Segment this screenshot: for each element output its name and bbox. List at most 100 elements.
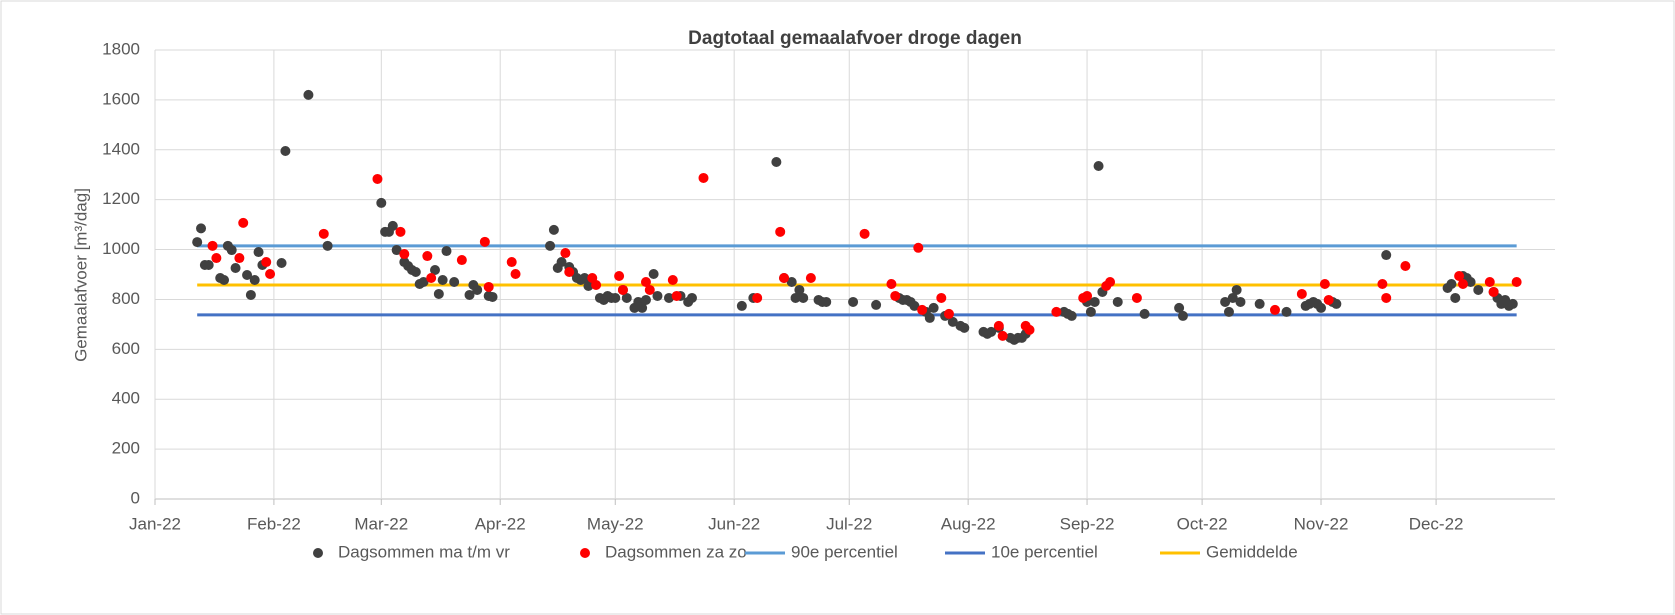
data-point [1331, 298, 1342, 309]
data-point [472, 284, 483, 295]
data-point [1381, 250, 1392, 261]
data-point [234, 253, 245, 264]
data-point [1227, 292, 1238, 303]
data-point [917, 304, 928, 315]
data-point [775, 226, 786, 237]
data-point [617, 284, 628, 295]
data-point [238, 217, 249, 228]
data-point [1323, 294, 1334, 305]
data-point [280, 146, 291, 157]
data-point [1051, 306, 1062, 317]
data-point [464, 289, 475, 300]
data-point [779, 272, 790, 283]
data-point [545, 240, 556, 251]
legend-swatch [580, 548, 590, 558]
data-point [1400, 261, 1411, 272]
data-point [848, 296, 859, 307]
data-point [909, 300, 920, 311]
data-point [1319, 278, 1330, 289]
data-point [230, 263, 241, 274]
data-point [391, 245, 402, 256]
data-point [610, 292, 621, 303]
x-tick-label: May-22 [587, 514, 644, 533]
data-point [506, 257, 517, 268]
data-point [591, 279, 602, 290]
data-point [1484, 276, 1495, 287]
data-point [947, 316, 958, 327]
data-point [648, 269, 659, 280]
legend-label: 10e percentiel [991, 542, 1098, 561]
data-point [203, 260, 214, 271]
data-point [821, 296, 832, 307]
data-point [614, 270, 625, 281]
data-point [211, 253, 222, 264]
data-point [487, 291, 498, 302]
data-point [1112, 296, 1123, 307]
data-point [1220, 296, 1231, 307]
data-point [395, 226, 406, 237]
data-point [265, 269, 276, 280]
data-point [621, 292, 632, 303]
data-point [560, 248, 571, 259]
data-point [1316, 302, 1327, 313]
data-point [1174, 302, 1185, 313]
data-point [192, 237, 203, 248]
data-point [548, 224, 559, 235]
y-tick-label: 800 [112, 289, 140, 308]
data-point [1507, 298, 1518, 309]
data-point [667, 274, 678, 285]
data-point [1488, 286, 1499, 297]
data-point [871, 299, 882, 310]
data-point [1454, 270, 1465, 281]
data-point [1139, 308, 1150, 319]
data-point [1465, 276, 1476, 287]
legend-swatch [313, 548, 323, 558]
data-point [1235, 296, 1246, 307]
data-point [318, 228, 329, 239]
data-point [483, 281, 494, 292]
x-tick-label: Dec-22 [1409, 514, 1464, 533]
x-tick-label: Apr-22 [475, 514, 526, 533]
data-point [261, 257, 272, 268]
data-point [1231, 284, 1242, 295]
data-point [322, 240, 333, 251]
data-point [556, 257, 567, 268]
x-tick-label: Jun-22 [708, 514, 760, 533]
data-point [437, 274, 448, 285]
y-tick-label: 1200 [102, 189, 140, 208]
x-tick-label: Feb-22 [247, 514, 301, 533]
y-tick-label: 600 [112, 339, 140, 358]
x-tick-label: Nov-22 [1294, 514, 1349, 533]
data-point [583, 280, 594, 291]
data-point [805, 272, 816, 283]
data-point [671, 290, 682, 301]
data-point [579, 272, 590, 283]
y-axis-label: Gemaalafvoer [m³/dag] [71, 188, 90, 362]
data-point [418, 276, 429, 287]
chart-title: Dagtotaal gemaalafvoer droge dagen [688, 28, 1022, 49]
data-point [253, 247, 264, 258]
data-point [1270, 304, 1280, 315]
data-point [936, 292, 947, 303]
data-point [752, 292, 763, 303]
data-point [1511, 276, 1522, 287]
data-point [276, 258, 287, 269]
data-point [1093, 160, 1104, 171]
data-point [1131, 292, 1142, 303]
data-point [1457, 278, 1468, 289]
data-point [1446, 278, 1457, 289]
y-tick-label: 1400 [102, 139, 140, 158]
data-point [242, 269, 253, 280]
data-point [640, 294, 651, 305]
data-point [986, 326, 997, 337]
data-point [1223, 306, 1234, 317]
data-point [456, 255, 467, 266]
data-point [637, 302, 648, 313]
legend-label: Dagsommen ma t/m vr [338, 542, 510, 561]
x-tick-label: Mar-22 [354, 514, 408, 533]
data-point [441, 246, 452, 257]
y-tick-label: 1600 [102, 89, 140, 108]
data-point [430, 265, 440, 276]
